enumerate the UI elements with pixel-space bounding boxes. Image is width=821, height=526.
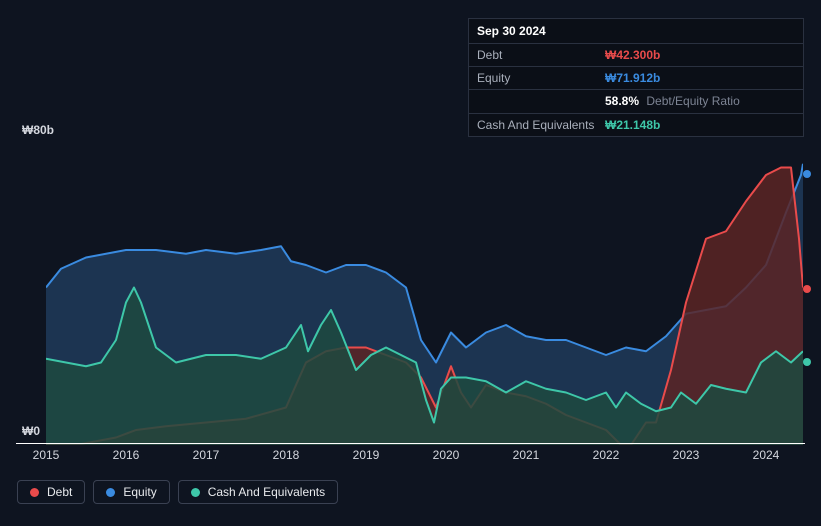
x-tick-label: 2016 <box>113 448 140 462</box>
legend-dot-icon <box>191 488 200 497</box>
tooltip-ratio-val: 58.8% <box>605 94 639 108</box>
tooltip-value: ₩71.912b <box>605 70 660 86</box>
x-axis: 2015201620172018201920202021202220232024 <box>46 445 803 465</box>
legend-label: Cash And Equivalents <box>208 485 325 499</box>
tooltip-row-debt: Debt ₩42.300b <box>469 44 803 67</box>
x-tick-label: 2024 <box>753 448 780 462</box>
chart-container: Sep 30 2024 Debt ₩42.300b Equity ₩71.912… <box>0 0 821 526</box>
tooltip-date: Sep 30 2024 <box>469 19 803 44</box>
x-tick-label: 2020 <box>433 448 460 462</box>
tooltip-row-ratio: 58.8% Debt/Equity Ratio <box>469 90 803 113</box>
x-tick-label: 2017 <box>193 448 220 462</box>
legend-dot-icon <box>106 488 115 497</box>
x-tick-label: 2015 <box>33 448 60 462</box>
legend-item-cash[interactable]: Cash And Equivalents <box>178 480 338 504</box>
tooltip-key: Equity <box>477 70 605 86</box>
legend-item-equity[interactable]: Equity <box>93 480 169 504</box>
x-tick-label: 2021 <box>513 448 540 462</box>
tooltip-key <box>477 93 605 109</box>
legend-label: Debt <box>47 485 72 499</box>
series-end-marker <box>803 285 811 293</box>
legend-label: Equity <box>123 485 156 499</box>
x-tick-label: 2023 <box>673 448 700 462</box>
legend-item-debt[interactable]: Debt <box>17 480 85 504</box>
x-tick-label: 2022 <box>593 448 620 462</box>
chart-plot[interactable] <box>46 145 803 445</box>
x-axis-baseline <box>16 443 805 444</box>
tooltip-ratio-suffix: Debt/Equity Ratio <box>646 94 739 108</box>
tooltip-panel: Sep 30 2024 Debt ₩42.300b Equity ₩71.912… <box>468 18 804 137</box>
legend: Debt Equity Cash And Equivalents <box>17 480 338 504</box>
tooltip-key: Cash And Equivalents <box>477 117 605 133</box>
y-tick-label: ₩80b <box>22 123 54 137</box>
series-end-marker <box>803 358 811 366</box>
tooltip-row-cash: Cash And Equivalents ₩21.148b <box>469 114 803 136</box>
tooltip-value: ₩21.148b <box>605 117 660 133</box>
tooltip-value: ₩42.300b <box>605 47 660 63</box>
legend-dot-icon <box>30 488 39 497</box>
y-tick-label: ₩0 <box>22 424 40 438</box>
tooltip-key: Debt <box>477 47 605 63</box>
tooltip-value: 58.8% Debt/Equity Ratio <box>605 93 740 109</box>
x-tick-label: 2018 <box>273 448 300 462</box>
series-end-marker <box>803 170 811 178</box>
tooltip-row-equity: Equity ₩71.912b <box>469 67 803 90</box>
x-tick-label: 2019 <box>353 448 380 462</box>
